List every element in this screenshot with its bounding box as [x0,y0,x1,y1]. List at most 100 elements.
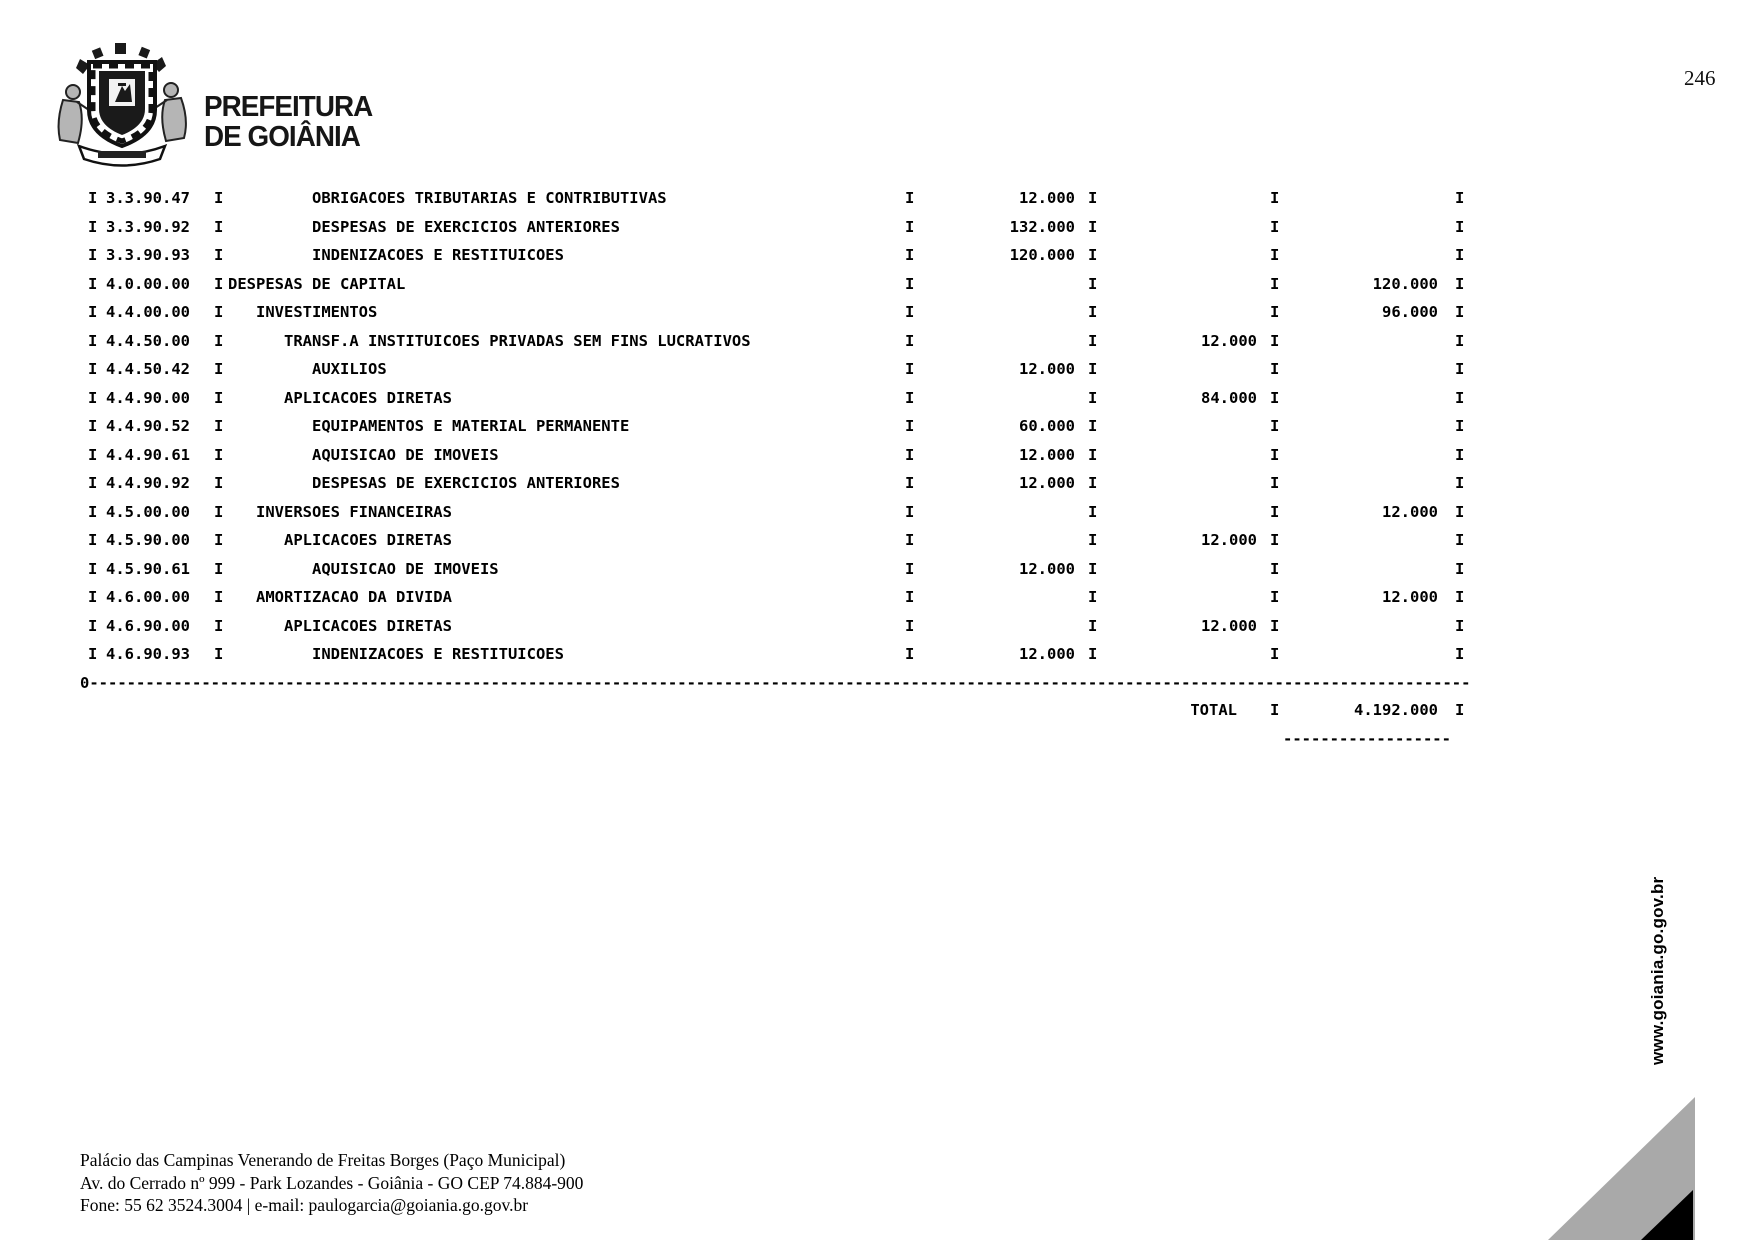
column-separator: I [1270,331,1280,350]
column-separator: I [88,531,98,549]
column-separator: I [214,274,224,293]
column-separator: I [1270,388,1280,407]
row-value-col1: 12.000 [1019,360,1075,378]
column-separator: I [1270,303,1280,321]
column-separator: I [1455,303,1465,321]
column-separator: I [1455,331,1465,350]
column-separator: I [1088,616,1098,635]
column-separator: I [1455,417,1465,435]
column-separator: I [1455,531,1465,549]
row-description: AQUISICAO DE IMOVEIS [312,559,499,578]
column-separator: I [88,274,98,293]
table-row: I I I I I I 4.0.00.00 DESPESAS DE CAPITAL 120.00… [0,275,1754,303]
table-row: I I I I I I 4.5.00.00 INVERSOES FINANCEIRAS 12.0… [0,503,1754,531]
row-value-col1: 12.000 [1019,559,1075,578]
row-value-col3: 12.000 [1382,502,1438,521]
table-row: I I I I I I 3.3.90.47 OBRIGACOES TRIBUTARIAS E … [0,189,1754,217]
column-separator: I [214,445,224,464]
table-row: I I I I I I 4.4.90.52 EQUIPAMENTOS E MATERIAL P… [0,417,1754,445]
row-value-col1: 132.000 [1009,217,1075,236]
table-row: I I I I I I 4.4.00.00 INVESTIMENTOS 96.000 [0,303,1754,331]
column-separator: I [1455,445,1465,464]
column-separator: I [88,417,98,435]
column-separator: I [1088,445,1098,464]
row-value-col2: 84.000 [1201,388,1257,407]
row-description: AMORTIZACAO DA DIVIDA [256,588,452,606]
column-separator: I [88,474,98,492]
column-separator: I [1088,360,1098,378]
row-code: 4.0.00.00 [106,274,190,293]
row-description: TRANSF.A INSTITUICOES PRIVADAS SEM FINS … [284,331,751,350]
row-value-col1: 12.000 [1019,445,1075,464]
column-separator: I [88,616,98,635]
column-separator: I [1088,417,1098,435]
column-separator: I [88,217,98,236]
column-separator: I [88,588,98,606]
rule-prefix: 0 [80,674,90,692]
row-code: 4.4.90.52 [106,417,190,435]
column-separator: I [905,246,915,264]
column-separator: I [905,360,915,378]
column-separator: I [1270,645,1280,663]
column-separator: I [1270,417,1280,435]
total-label: TOTAL [1190,701,1237,719]
row-code: 4.6.00.00 [106,588,190,606]
column-separator: I [905,274,915,293]
brand-text: PREFEITURA DE GOIÂNIA [204,91,373,153]
column-separator: I [905,645,915,663]
column-separator: I [1270,502,1280,521]
column-separator: I [1270,474,1280,492]
column-separator: I [88,645,98,663]
row-description: DESPESAS DE EXERCICIOS ANTERIORES [312,217,620,236]
table-row: I I I I I I 4.4.90.92 DESPESAS DE EXERCICIOS AN… [0,474,1754,502]
row-value-col3: 12.000 [1382,588,1438,606]
row-code: 3.3.90.92 [106,217,190,236]
column-separator: I [1088,189,1098,207]
column-separator: I [905,388,915,407]
column-separator: I [1270,531,1280,549]
column-separator: I [905,303,915,321]
column-separator: I [88,331,98,350]
row-code: 4.4.00.00 [106,303,190,321]
table-bottom-rule: 0---------------------------------------… [80,674,1470,692]
column-separator: I [88,502,98,521]
column-separator: I [1088,331,1098,350]
column-separator: I [905,588,915,606]
column-separator: I [88,303,98,321]
row-description: OBRIGACOES TRIBUTARIAS E CONTRIBUTIVAS [312,189,667,207]
row-description: APLICACOES DIRETAS [284,616,452,635]
row-value-col2: 12.000 [1201,616,1257,635]
column-separator: I [1270,217,1280,236]
total-underline: ------------------ [1283,730,1451,748]
column-separator: I [1455,360,1465,378]
column-separator: I [214,246,224,264]
brand-line-1: PREFEITURA [204,91,373,123]
row-description: AQUISICAO DE IMOVEIS [312,445,499,464]
table-row: I I I I I I 4.6.00.00 AMORTIZACAO DA DIVIDA 12.0… [0,588,1754,616]
column-separator: I [1270,445,1280,464]
column-separator: I [1088,246,1098,264]
row-description: INDENIZACOES E RESTITUICOES [312,645,564,663]
column-separator: I [1455,701,1465,719]
website-url-vertical: www.goiania.go.gov.br [1648,876,1667,1065]
column-separator: I [88,445,98,464]
row-value-col2: 12.000 [1201,331,1257,350]
gray-triangle [1548,1097,1695,1240]
column-separator: I [214,645,224,663]
row-code: 4.5.00.00 [106,502,190,521]
corner-triangle-decoration [1548,1097,1695,1240]
column-separator: I [905,189,915,207]
row-code: 3.3.90.93 [106,246,190,264]
row-description: APLICACOES DIRETAS [284,388,452,407]
column-separator: I [1088,531,1098,549]
column-separator: I [905,502,915,521]
row-value-col2: 12.000 [1201,531,1257,549]
column-separator: I [214,502,224,521]
column-separator: I [1455,189,1465,207]
column-separator: I [88,189,98,207]
table-row: I I I I I I 4.4.50.42 AUXILIOS 12.000 [0,360,1754,388]
column-separator: I [1455,388,1465,407]
brand-line-2: DE GOIÂNIA [204,121,361,153]
column-separator: I [88,559,98,578]
column-separator: I [1455,217,1465,236]
